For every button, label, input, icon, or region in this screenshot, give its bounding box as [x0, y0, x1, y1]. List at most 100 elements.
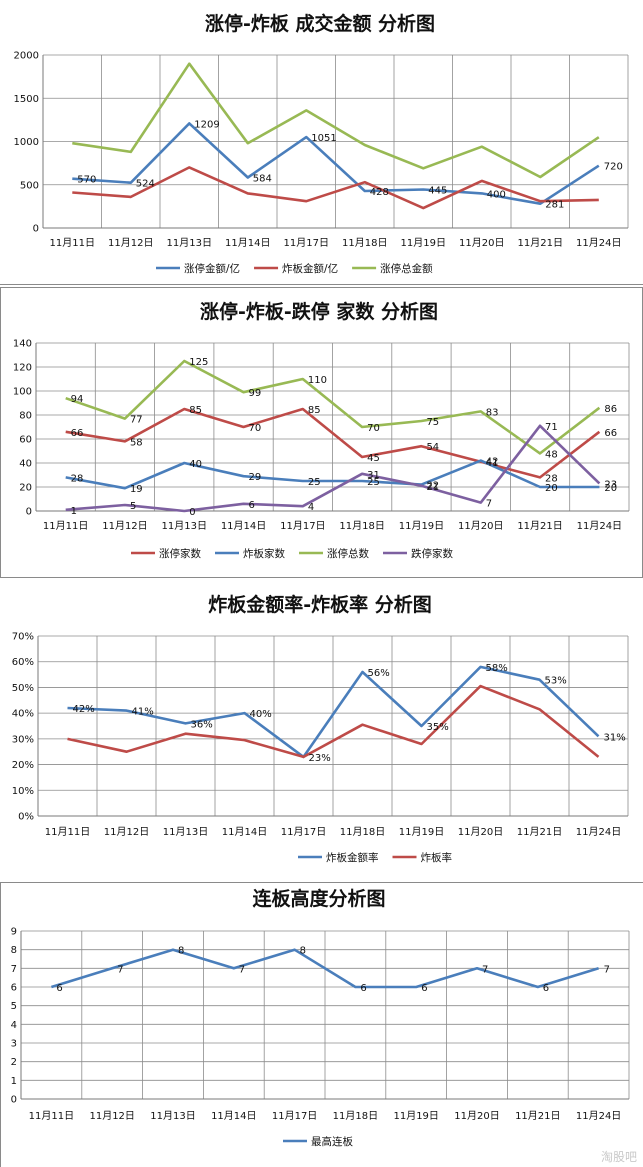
- y-tick-label: 0: [26, 507, 32, 518]
- series-line-1: [72, 122, 600, 205]
- y-tick-label: 1: [11, 1076, 17, 1087]
- data-label: 31%: [604, 732, 626, 743]
- x-tick-label: 11月21日: [517, 520, 562, 532]
- data-label: 75: [426, 417, 439, 428]
- y-tick-label: 20: [19, 483, 32, 494]
- height-line-chart: 连板高度分析图 0 1 2 3 4 5 6 7 8 9 11月11日 11月12日 11月13日 11月14…: [11, 887, 630, 1148]
- x-tick-label: 11月20日: [458, 826, 503, 838]
- y-tick-label: 50%: [12, 683, 34, 694]
- chart-title: 涨停-炸板-跌停 家数 分析图: [200, 300, 438, 323]
- data-label: 0: [189, 507, 195, 518]
- chart-panel-count: 涨停-炸板-跌停 家数 分析图 0 20 40 60 80 100 120 140 11月11日 1…: [0, 287, 643, 578]
- data-label: 48: [545, 449, 558, 460]
- chart-title: 炸板金额率-炸板率 分析图: [208, 593, 432, 616]
- x-tick-label: 11月24日: [576, 826, 621, 838]
- data-label: 40%: [250, 709, 272, 720]
- legend-label: 最高连板: [311, 1135, 353, 1148]
- legend-label: 涨停金额/亿: [184, 262, 240, 275]
- data-label: 86: [604, 404, 617, 415]
- x-tick-label: 11月19日: [401, 237, 446, 249]
- legend-label: 涨停总金额: [380, 262, 433, 275]
- x-tick-label: 11月14日: [211, 1110, 256, 1122]
- x-tick-label: 11月14日: [222, 826, 267, 838]
- x-tick-label: 11月12日: [102, 520, 147, 532]
- data-label: 6: [56, 983, 62, 994]
- y-tick-label: 80: [19, 411, 32, 422]
- y-tick-label: 10%: [12, 786, 34, 797]
- series-line-2: [65, 459, 600, 490]
- x-tick-label: 11月21日: [517, 826, 562, 838]
- data-label: 70: [367, 423, 380, 434]
- x-tick-label: 11月20日: [454, 1110, 499, 1122]
- data-label: 7: [239, 964, 245, 975]
- x-tick-label: 11月20日: [459, 237, 504, 249]
- x-tick-label: 11月17日: [281, 826, 326, 838]
- data-label: 19: [130, 484, 143, 495]
- data-label: 31: [367, 470, 380, 481]
- data-label: 524: [136, 179, 155, 190]
- y-tick-label: 30%: [12, 734, 34, 745]
- series-line-1: [51, 948, 599, 989]
- x-tick-label: 11月17日: [272, 1110, 317, 1122]
- x-tick-label: 11月18日: [339, 520, 384, 532]
- y-tick-label: 8: [11, 945, 17, 956]
- data-label: 66: [604, 428, 617, 439]
- x-tick-label: 11月12日: [89, 1110, 134, 1122]
- data-label: 42%: [73, 704, 95, 715]
- data-label: 21: [426, 482, 439, 493]
- data-label: 23: [604, 479, 617, 490]
- x-tick-label: 11月24日: [576, 237, 621, 249]
- data-label: 8: [178, 946, 184, 957]
- data-label: 125: [189, 357, 208, 368]
- x-tick-label: 11月18日: [342, 237, 387, 249]
- data-label: 42: [486, 457, 499, 468]
- data-label: 28: [71, 473, 84, 484]
- data-label: 41%: [132, 707, 154, 718]
- legend-label: 涨停总数: [327, 547, 369, 560]
- watermark: 淘股吧: [600, 1150, 637, 1164]
- y-tick-label: 6: [11, 983, 17, 994]
- data-label: 6: [360, 983, 366, 994]
- y-tick-label: 2000: [14, 51, 39, 62]
- x-tick-label: 11月17日: [284, 237, 329, 249]
- legend-label: 炸板金额率: [326, 851, 379, 864]
- chart-title: 涨停-炸板 成交金额 分析图: [205, 12, 435, 35]
- data-label: 36%: [191, 719, 213, 730]
- data-label: 7: [117, 964, 123, 975]
- data-label: 45: [367, 453, 380, 464]
- x-tick-label: 11月20日: [458, 520, 503, 532]
- data-label: 71: [545, 422, 558, 433]
- chart-panel-amount: 涨停-炸板 成交金额 分析图 0 500 1000 1500 2000 11月11日 11月1…: [0, 0, 643, 285]
- data-label: 29: [249, 472, 262, 483]
- series-line-1: [65, 407, 601, 479]
- data-label: 7: [482, 964, 488, 975]
- data-label: 28: [545, 473, 558, 484]
- data-label: 6: [421, 983, 427, 994]
- x-tick-label: 11月14日: [225, 237, 270, 249]
- legend-label: 跌停家数: [411, 547, 453, 560]
- chart-title: 连板高度分析图: [252, 887, 385, 910]
- x-tick-label: 11月24日: [576, 1110, 621, 1122]
- x-tick-label: 11月11日: [45, 826, 90, 838]
- y-tick-label: 70%: [12, 632, 34, 643]
- x-tick-label: 11月19日: [399, 826, 444, 838]
- x-tick-label: 11月21日: [515, 1110, 560, 1122]
- data-label: 110: [308, 375, 327, 386]
- y-tick-label: 60%: [12, 657, 34, 668]
- x-tick-label: 11月17日: [280, 520, 325, 532]
- y-tick-label: 60: [19, 435, 32, 446]
- series-line-2: [67, 684, 600, 759]
- data-label: 1: [71, 506, 77, 517]
- x-tick-label: 11月13日: [150, 1110, 195, 1122]
- data-label: 7: [604, 964, 610, 975]
- data-label: 56%: [368, 668, 390, 679]
- y-tick-label: 7: [11, 964, 17, 975]
- y-tick-label: 0%: [18, 812, 34, 823]
- series-line-2: [72, 166, 599, 210]
- data-label: 85: [308, 405, 321, 416]
- x-tick-label: 11月24日: [577, 520, 622, 532]
- data-label: 70: [249, 423, 262, 434]
- y-tick-label: 9: [11, 927, 17, 938]
- x-tick-label: 11月18日: [333, 1110, 378, 1122]
- y-tick-label: 1500: [14, 94, 39, 105]
